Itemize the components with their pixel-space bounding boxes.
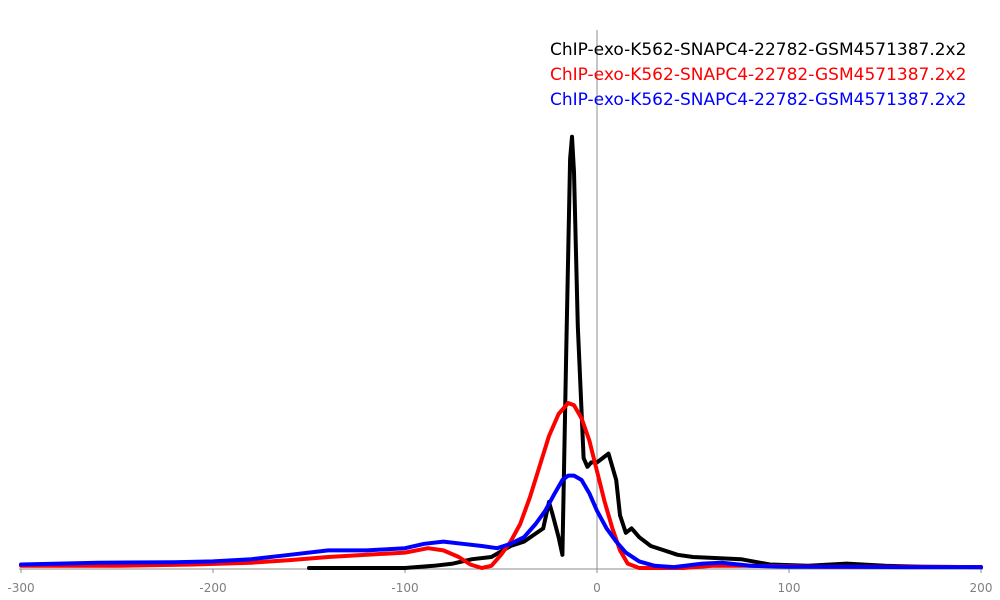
x-tick-label: 200 [970,581,993,595]
series-line-1 [307,134,983,570]
x-tick-label: -200 [199,581,226,595]
legend-entry-3: ChIP-exo-K562-SNAPC4-22782-GSM4571387.2x… [550,90,966,110]
x-tick-label: 0 [593,581,601,595]
x-tick-label: 100 [778,581,801,595]
series-line-2 [19,401,983,570]
legend-entry-1: ChIP-exo-K562-SNAPC4-22782-GSM4571387.2x… [550,40,966,60]
series-layer [19,134,983,570]
legend: ChIP-exo-K562-SNAPC4-22782-GSM4571387.2x… [550,40,966,110]
x-tick-label: -300 [7,581,34,595]
legend-entry-2: ChIP-exo-K562-SNAPC4-22782-GSM4571387.2x… [550,65,966,85]
x-axis-ticks: -300 -200 -100 0 100 200 [7,569,992,595]
axis-layer [19,30,983,570]
x-tick-label: -100 [391,581,418,595]
series-line-3 [19,473,983,570]
